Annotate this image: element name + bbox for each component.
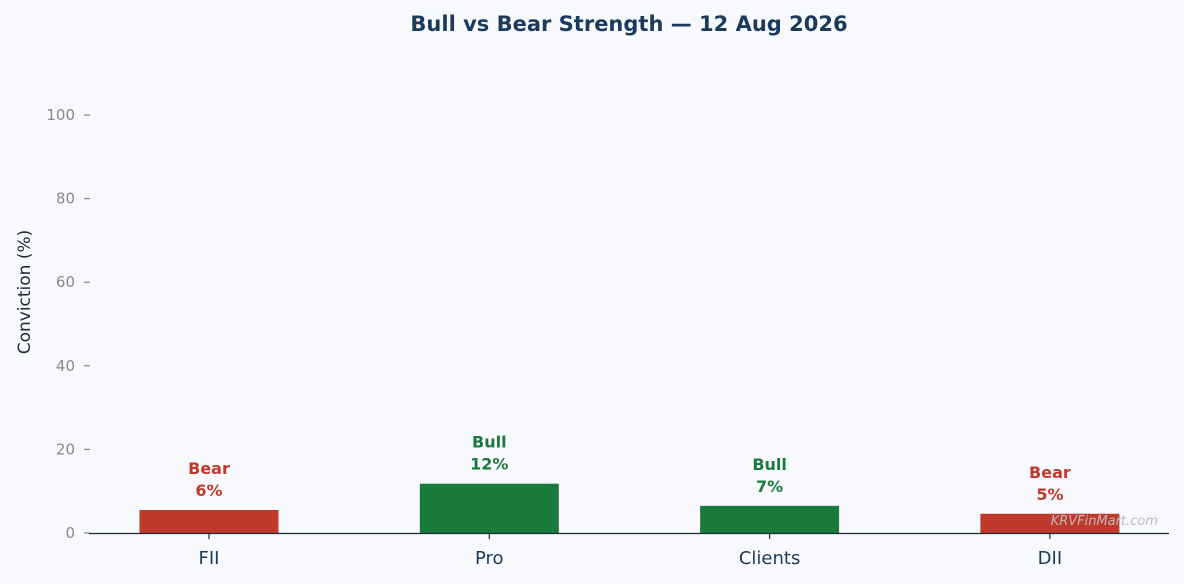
bar-clients: [700, 505, 840, 533]
y-axis: 0 20 40 60 80 100: [46, 106, 90, 542]
sentiment-label: Bull: [752, 455, 787, 474]
bar-pro: [419, 483, 559, 533]
y-tick-label: 20: [56, 440, 75, 458]
y-tick-label: 0: [65, 524, 75, 542]
bar-dii: [980, 513, 1120, 533]
bar-fii: [139, 510, 279, 533]
x-tick-label: Clients: [739, 548, 801, 569]
x-axis: FII Pro Clients DII: [199, 533, 1062, 569]
y-tick-label: 80: [56, 190, 75, 208]
sentiment-label: Bear: [1029, 463, 1071, 482]
x-tick-label: DII: [1038, 548, 1062, 569]
value-label: 6%: [195, 481, 222, 500]
x-tick-label: FII: [199, 548, 220, 569]
y-axis-label: Conviction (%): [15, 230, 35, 355]
sentiment-label: Bull: [472, 433, 507, 452]
value-label: 5%: [1036, 485, 1063, 504]
chart-title: Bull vs Bear Strength — 12 Aug 2026: [410, 12, 847, 36]
bars: [139, 483, 1120, 533]
value-label: 7%: [756, 477, 783, 496]
y-tick-label: 60: [56, 273, 75, 291]
y-tick-label: 40: [56, 357, 75, 375]
y-tick-label: 100: [46, 106, 75, 124]
sentiment-label: Bear: [188, 459, 230, 478]
data-labels: Bear 6% Bull 12% Bull 7% Bear 5%: [188, 433, 1071, 504]
value-label: 12%: [470, 455, 508, 474]
watermark: KRVFinMart.com: [1051, 514, 1158, 529]
x-tick-label: Pro: [475, 548, 504, 569]
